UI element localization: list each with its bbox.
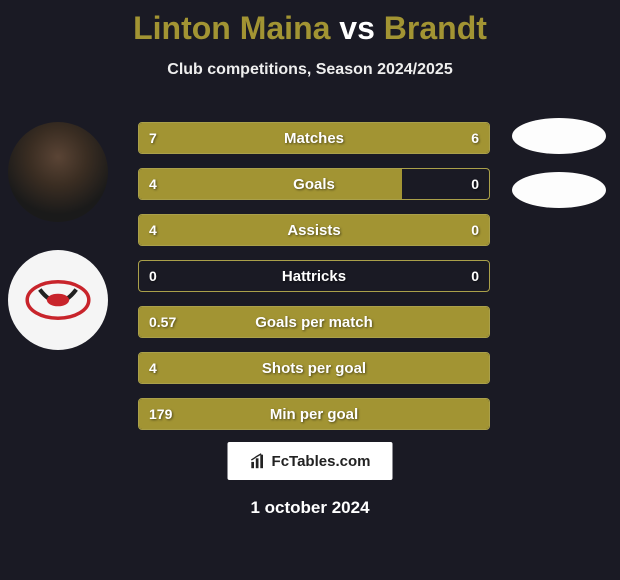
branding-badge: FcTables.com xyxy=(228,442,393,480)
player1-avatar xyxy=(8,122,108,222)
chart-icon xyxy=(250,452,268,470)
player1-team-logo xyxy=(8,250,108,350)
stat-value-right: 6 xyxy=(471,123,479,153)
player2-team-logo xyxy=(512,172,606,208)
stat-row: Matches7 6 xyxy=(138,122,490,154)
stat-value-left: 4 xyxy=(149,169,157,199)
stat-row: Min per goal179 xyxy=(138,398,490,430)
stat-label: Hattricks xyxy=(139,261,489,291)
left-avatars xyxy=(8,122,108,378)
stat-row: Goals4 0 xyxy=(138,168,490,200)
stat-row: Shots per goal4 xyxy=(138,352,490,384)
player2-name: Brandt xyxy=(384,10,487,46)
stat-label: Min per goal xyxy=(139,399,489,429)
stat-label: Goals per match xyxy=(139,307,489,337)
stat-label: Shots per goal xyxy=(139,353,489,383)
branding-text: FcTables.com xyxy=(272,453,371,470)
stat-value-right: 0 xyxy=(471,169,479,199)
stat-row: Hattricks0 0 xyxy=(138,260,490,292)
stat-row: Goals per match0.57 xyxy=(138,306,490,338)
date-label: 1 october 2024 xyxy=(0,498,620,518)
stat-value-left: 4 xyxy=(149,353,157,383)
stat-value-left: 179 xyxy=(149,399,172,429)
subtitle: Club competitions, Season 2024/2025 xyxy=(0,61,620,79)
stat-value-left: 4 xyxy=(149,215,157,245)
stat-value-left: 0 xyxy=(149,261,157,291)
stat-bars: Matches76Goals40Assists40Hattricks00Goal… xyxy=(138,122,490,444)
vs-separator: vs xyxy=(339,10,375,46)
player1-name: Linton Maina xyxy=(133,10,330,46)
stat-value-right: 0 xyxy=(471,215,479,245)
team-logo-icon xyxy=(23,275,93,325)
stat-value-left: 0.57 xyxy=(149,307,176,337)
stat-label: Matches xyxy=(139,123,489,153)
player2-avatar xyxy=(512,118,606,154)
stat-value-right: 0 xyxy=(471,261,479,291)
stat-row: Assists4 0 xyxy=(138,214,490,246)
stat-label: Goals xyxy=(139,169,489,199)
comparison-title: Linton Maina vs Brandt xyxy=(0,0,620,47)
stat-value-left: 7 xyxy=(149,123,157,153)
stat-label: Assists xyxy=(139,215,489,245)
right-avatars xyxy=(512,118,606,226)
